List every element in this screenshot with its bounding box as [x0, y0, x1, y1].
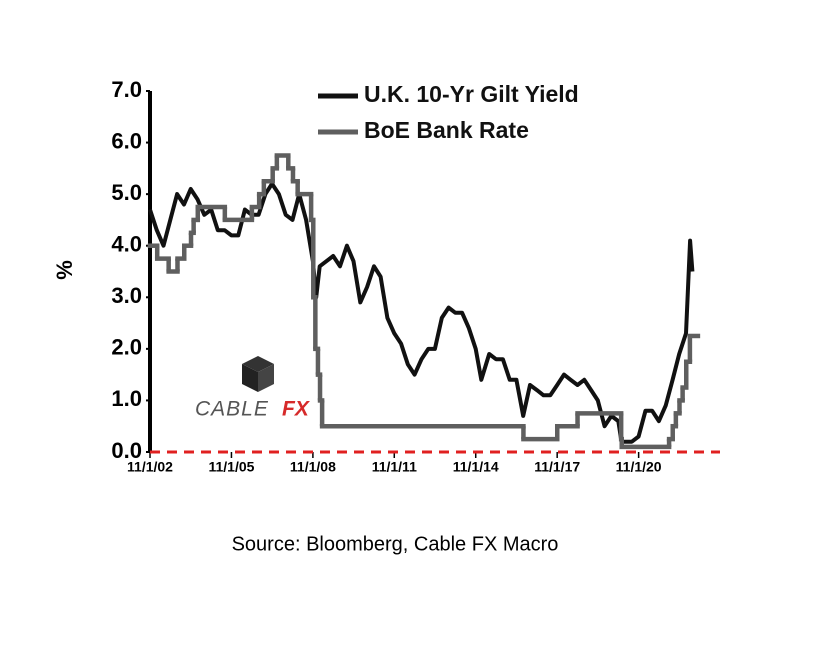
watermark-text: CABLE: [195, 398, 269, 421]
y-tick-label: 2.0: [111, 335, 142, 360]
x-tick-label: 11/1/05: [208, 459, 254, 475]
legend-label: U.K. 10-Yr Gilt Yield: [364, 81, 579, 107]
y-tick-label: 5.0: [111, 180, 142, 205]
x-tick-label: 11/1/14: [453, 459, 499, 475]
y-tick-label: 3.0: [111, 283, 142, 308]
x-tick-label: 11/1/08: [290, 459, 336, 475]
logo-cube: [242, 364, 258, 392]
source-note: Source: Bloomberg, Cable FX Macro: [232, 533, 559, 555]
y-tick-label: 7.0: [111, 77, 142, 102]
watermark: CABLE FX: [195, 356, 311, 421]
legend-label: BoE Bank Rate: [364, 117, 529, 143]
logo-cube: [258, 364, 274, 392]
y-tick-label: 4.0: [111, 232, 142, 257]
x-tick-label: 11/1/17: [534, 459, 580, 475]
x-tick-label: 11/1/02: [127, 459, 173, 475]
watermark-text: FX: [282, 398, 311, 421]
y-axis-label: %: [52, 260, 77, 280]
y-tick-label: 0.0: [111, 438, 142, 463]
x-tick-label: 11/1/20: [616, 459, 662, 475]
y-tick-label: 6.0: [111, 128, 142, 153]
y-tick-label: 1.0: [111, 386, 142, 411]
x-tick-label: 11/1/11: [372, 459, 417, 475]
